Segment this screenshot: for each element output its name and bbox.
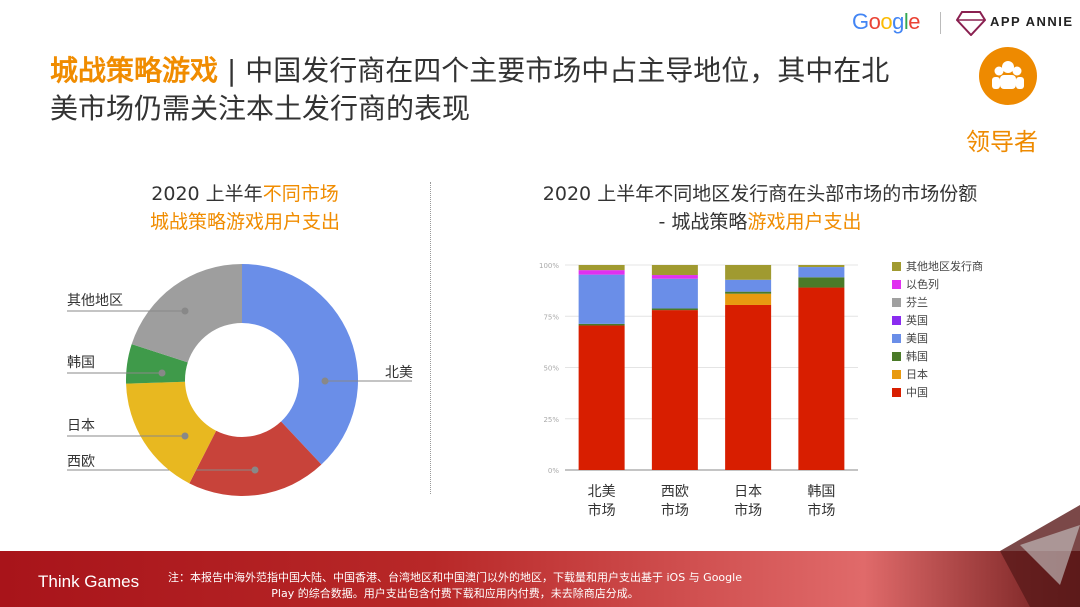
legend-item: 日本 bbox=[892, 365, 983, 383]
legend-label: 英国 bbox=[906, 314, 928, 327]
people-group-icon bbox=[979, 47, 1037, 105]
legend-label: 其他地区发行商 bbox=[906, 260, 983, 273]
footer-note: 注：本报告中海外范指中国大陆、中国香港、台湾地区和中国澳门以外的地区，下载量和用… bbox=[168, 571, 742, 600]
bar-segment bbox=[578, 274, 625, 324]
legend-swatch bbox=[892, 261, 901, 271]
legend-item: 其他地区发行商 bbox=[892, 257, 983, 275]
title-part: 游戏用户支出 bbox=[747, 211, 862, 233]
slice-label: 其他地区 bbox=[67, 293, 123, 309]
x-category-label: 日本 bbox=[734, 484, 762, 500]
legend-swatch bbox=[892, 351, 901, 361]
x-category-label: 西欧 bbox=[661, 484, 689, 500]
decorative-polygons bbox=[1000, 505, 1080, 607]
leader-dot bbox=[321, 377, 329, 385]
bar-segment bbox=[725, 265, 772, 280]
donut-slice-3 bbox=[126, 344, 188, 384]
legend-label: 芬兰 bbox=[906, 296, 928, 309]
y-tick-label: 0% bbox=[548, 467, 559, 475]
donut-slice-1 bbox=[189, 421, 322, 496]
leader-dot bbox=[158, 369, 166, 377]
legend-swatch bbox=[892, 333, 901, 343]
x-category-label: 韩国 bbox=[807, 484, 835, 500]
x-category-label: 市场 bbox=[807, 502, 835, 519]
page-title: 城战策略游戏 | 中国发行商在四个主要市场中占主导地位，其中在北美市场仍需关注本… bbox=[50, 52, 910, 128]
legend-label: 中国 bbox=[906, 386, 928, 399]
donut-slice-0 bbox=[242, 264, 358, 465]
bar-segment bbox=[578, 265, 625, 271]
left-chart-title: 2020 上半年不同市场城战策略游戏用户支出 bbox=[100, 180, 390, 236]
x-category-label: 市场 bbox=[734, 502, 762, 519]
legend-item: 韩国 bbox=[892, 347, 983, 365]
legend-swatch bbox=[892, 279, 901, 289]
legend-item: 美国 bbox=[892, 329, 983, 347]
app-annie-logo: APP ANNIE bbox=[990, 14, 1074, 29]
legend-item: 中国 bbox=[892, 383, 983, 401]
title-part: - 城战策略 bbox=[658, 211, 748, 233]
x-category-label: 北美 bbox=[588, 484, 616, 500]
bar-segment bbox=[798, 277, 845, 288]
legend-swatch bbox=[892, 369, 901, 379]
slice-label: 日本 bbox=[67, 418, 95, 434]
bar-segment bbox=[798, 267, 845, 278]
footer-banner bbox=[0, 551, 1080, 607]
right-chart-title: 2020 上半年不同地区发行商在头部市场的市场份额 - 城战策略游戏用户支出 bbox=[490, 180, 1030, 236]
bar-segment bbox=[725, 291, 772, 294]
bar-segment bbox=[798, 287, 845, 470]
think-games-brand: Think Games bbox=[38, 572, 140, 591]
legend-item: 芬兰 bbox=[892, 293, 983, 311]
chart-divider bbox=[430, 182, 431, 494]
x-category-label: 市场 bbox=[661, 502, 689, 519]
bar-segment bbox=[725, 293, 772, 305]
title-part: 城战策略游戏用户支出 bbox=[149, 211, 340, 233]
legend-item: 英国 bbox=[892, 311, 983, 329]
leader-dot bbox=[251, 466, 259, 474]
legend: 其他地区发行商 以色列芬兰英国美国韩国日本中国 bbox=[892, 257, 983, 401]
legend-label: 韩国 bbox=[906, 350, 928, 363]
bar-segment bbox=[651, 310, 698, 470]
y-tick-label: 25% bbox=[543, 416, 559, 424]
bar-segment bbox=[651, 308, 698, 311]
y-tick-label: 75% bbox=[543, 313, 559, 321]
bar-segment bbox=[578, 325, 625, 470]
donut-slice-2 bbox=[126, 381, 217, 484]
y-tick-label: 100% bbox=[539, 262, 559, 270]
bar-segment bbox=[725, 304, 772, 470]
title-highlight: 城战策略游戏 bbox=[50, 54, 219, 87]
bar-segment bbox=[798, 265, 845, 268]
legend-label: 日本 bbox=[906, 368, 928, 381]
title-part: 2020 上半年不同地区发行商在头部市场的市场份额 bbox=[542, 183, 978, 205]
bar-segment bbox=[651, 275, 698, 279]
legend-label: 以色列 bbox=[906, 278, 939, 291]
legend-swatch bbox=[892, 297, 901, 307]
legend-swatch bbox=[892, 387, 901, 397]
legend-label: 美国 bbox=[906, 332, 928, 345]
title-part: 2020 上半年 bbox=[151, 183, 263, 205]
bar-segment bbox=[651, 278, 698, 309]
app-annie-diamond-icon bbox=[956, 11, 986, 36]
bar-segment bbox=[578, 270, 625, 275]
logo-divider bbox=[940, 12, 941, 34]
bar-segment bbox=[725, 279, 772, 292]
slice-label: 北美 bbox=[385, 365, 413, 381]
leader-dot bbox=[181, 432, 189, 440]
bar-segment bbox=[578, 323, 625, 326]
legend-swatch bbox=[892, 315, 901, 325]
legend-item: 以色列 bbox=[892, 275, 983, 293]
slice-label: 西欧 bbox=[67, 454, 95, 470]
bar-segment bbox=[651, 265, 698, 276]
google-logo: Google bbox=[852, 9, 921, 34]
y-tick-label: 50% bbox=[543, 365, 559, 373]
title-text: | 中国发行商在四个主要市场中占主导地位，其中在北美市场仍需关注本土发行商的表现 bbox=[50, 54, 890, 125]
leader-dot bbox=[181, 307, 189, 315]
x-category-label: 市场 bbox=[588, 502, 616, 519]
role-label: 领导者 bbox=[966, 128, 1038, 156]
title-part: 不同市场 bbox=[262, 183, 339, 205]
slice-label: 韩国 bbox=[67, 355, 95, 371]
